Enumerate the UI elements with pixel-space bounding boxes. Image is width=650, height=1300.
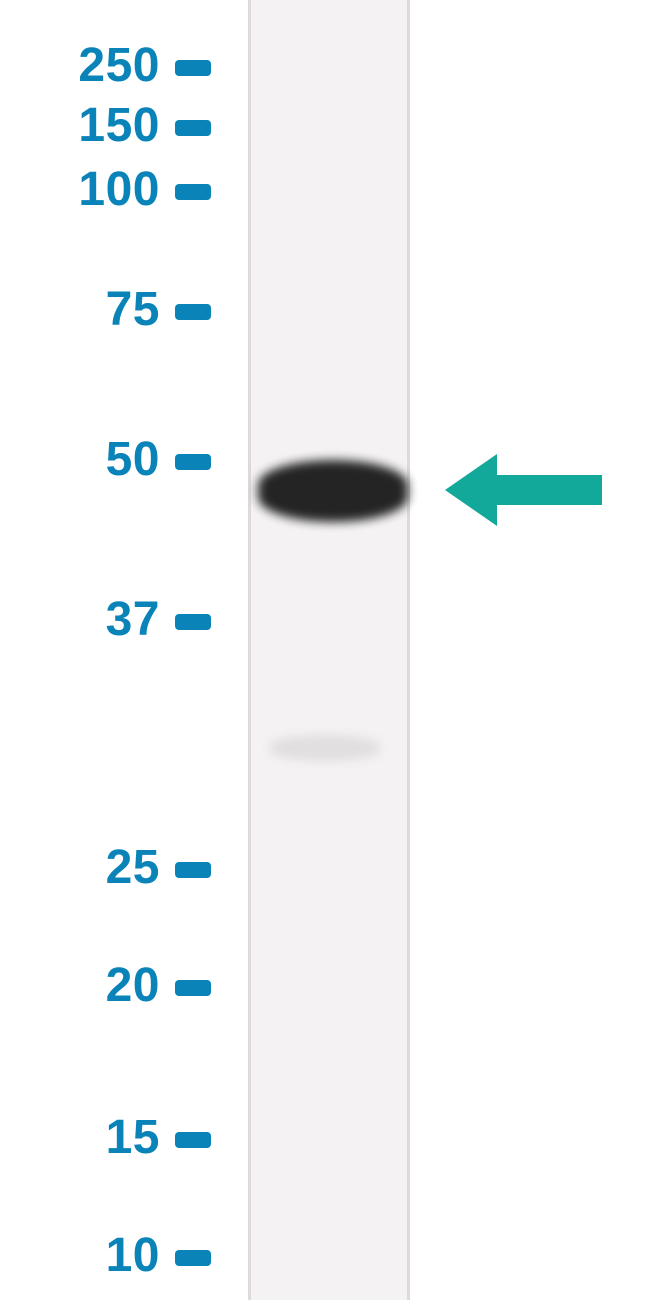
- arrow-shaft: [497, 475, 602, 505]
- mw-marker-label-10: 10: [106, 1232, 160, 1280]
- mw-marker-tick-50: [175, 454, 211, 470]
- lane-edge-right: [407, 0, 410, 1300]
- mw-marker-tick-37: [175, 614, 211, 630]
- blot-band-1: [270, 735, 380, 761]
- mw-marker-label-37: 37: [106, 596, 160, 644]
- mw-marker-tick-15: [175, 1132, 211, 1148]
- mw-marker-label-25: 25: [106, 844, 160, 892]
- mw-marker-tick-75: [175, 304, 211, 320]
- mw-marker-tick-250: [175, 60, 211, 76]
- mw-marker-label-20: 20: [106, 962, 160, 1010]
- mw-marker-tick-20: [175, 980, 211, 996]
- mw-marker-tick-100: [175, 184, 211, 200]
- lane-edge-left: [248, 0, 251, 1300]
- mw-marker-tick-25: [175, 862, 211, 878]
- mw-marker-tick-150: [175, 120, 211, 136]
- mw-marker-label-150: 150: [78, 102, 160, 150]
- mw-marker-label-250: 250: [78, 42, 160, 90]
- mw-marker-label-50: 50: [106, 436, 160, 484]
- blot-lane: [248, 0, 410, 1300]
- mw-marker-label-15: 15: [106, 1114, 160, 1162]
- blot-band-0: [258, 460, 408, 522]
- mw-marker-tick-10: [175, 1250, 211, 1266]
- arrow-head-icon: [445, 454, 497, 526]
- western-blot-figure: 250 150 100 75 50 37 25 20 15 10: [0, 0, 650, 1300]
- mw-marker-label-75: 75: [106, 286, 160, 334]
- mw-marker-label-100: 100: [78, 166, 160, 214]
